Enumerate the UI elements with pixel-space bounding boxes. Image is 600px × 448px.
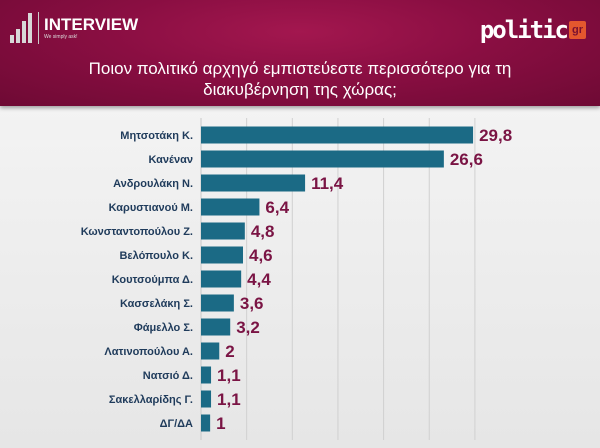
brand-text: politic bbox=[479, 16, 569, 44]
bar bbox=[201, 318, 231, 336]
bar bbox=[201, 198, 260, 216]
value-label: 6,4 bbox=[265, 198, 289, 217]
value-label: 1,1 bbox=[217, 366, 241, 385]
bar bbox=[201, 414, 211, 432]
category-label: Φάμελλο Σ. bbox=[134, 322, 193, 334]
brand-suffix: gr bbox=[569, 21, 586, 39]
value-label: 1,1 bbox=[217, 390, 241, 409]
bar bbox=[201, 126, 474, 144]
category-label: Ανδρουλάκη Ν. bbox=[113, 178, 193, 190]
bar bbox=[201, 246, 243, 264]
bar bbox=[201, 390, 212, 408]
header: INTERVIEW We simply ask! politic gr Ποιο… bbox=[0, 0, 600, 106]
category-label: Κασσελάκη Σ. bbox=[120, 298, 193, 310]
title-line-2: διακυβέρνηση της χώρας; bbox=[203, 80, 397, 99]
bar bbox=[201, 366, 212, 384]
category-label: Κωνσταντοπούλου Ζ. bbox=[81, 226, 193, 238]
value-label: 2 bbox=[225, 342, 234, 361]
value-label: 3,2 bbox=[236, 318, 260, 337]
bar bbox=[201, 342, 220, 360]
chart-title: Ποιον πολιτικό αρχηγό εμπιστεύεστε περισ… bbox=[0, 58, 600, 100]
title-line-1: Ποιον πολιτικό αρχηγό εμπιστεύεστε περισ… bbox=[88, 59, 512, 78]
category-label: Λατινοπούλου Α. bbox=[104, 346, 193, 358]
category-label: Κουτσούμπα Δ. bbox=[112, 274, 193, 286]
bar bbox=[201, 270, 242, 288]
category-label: Βελόπουλο Κ. bbox=[119, 250, 193, 262]
politic-logo: politic gr bbox=[480, 16, 586, 44]
bar bbox=[201, 294, 234, 312]
category-label: Μητσοτάκη Κ. bbox=[120, 130, 193, 142]
value-label: 11,4 bbox=[311, 174, 344, 193]
logo-tagline: We simply ask! bbox=[44, 34, 78, 40]
bar bbox=[201, 174, 306, 192]
value-label: 1 bbox=[216, 414, 225, 433]
bar bbox=[201, 222, 245, 240]
category-label: Σακελλαρίδης Γ. bbox=[109, 394, 193, 406]
bar bbox=[201, 150, 444, 168]
category-label: ΔΓ/ΔΑ bbox=[160, 418, 193, 430]
category-label: Καρυστιανού Μ. bbox=[109, 202, 193, 214]
interview-logo: INTERVIEW We simply ask! bbox=[10, 12, 138, 44]
value-label: 3,6 bbox=[240, 294, 264, 313]
value-label: 4,6 bbox=[249, 246, 273, 265]
bars-logo-icon bbox=[10, 13, 32, 43]
value-label: 26,6 bbox=[450, 150, 483, 169]
logo-text: INTERVIEW bbox=[44, 15, 139, 34]
category-label: Κανέναν bbox=[148, 154, 193, 166]
value-label: 4,8 bbox=[251, 222, 275, 241]
category-label: Νατσιό Δ. bbox=[143, 370, 193, 382]
value-label: 29,8 bbox=[479, 126, 512, 145]
value-label: 4,4 bbox=[247, 270, 271, 289]
